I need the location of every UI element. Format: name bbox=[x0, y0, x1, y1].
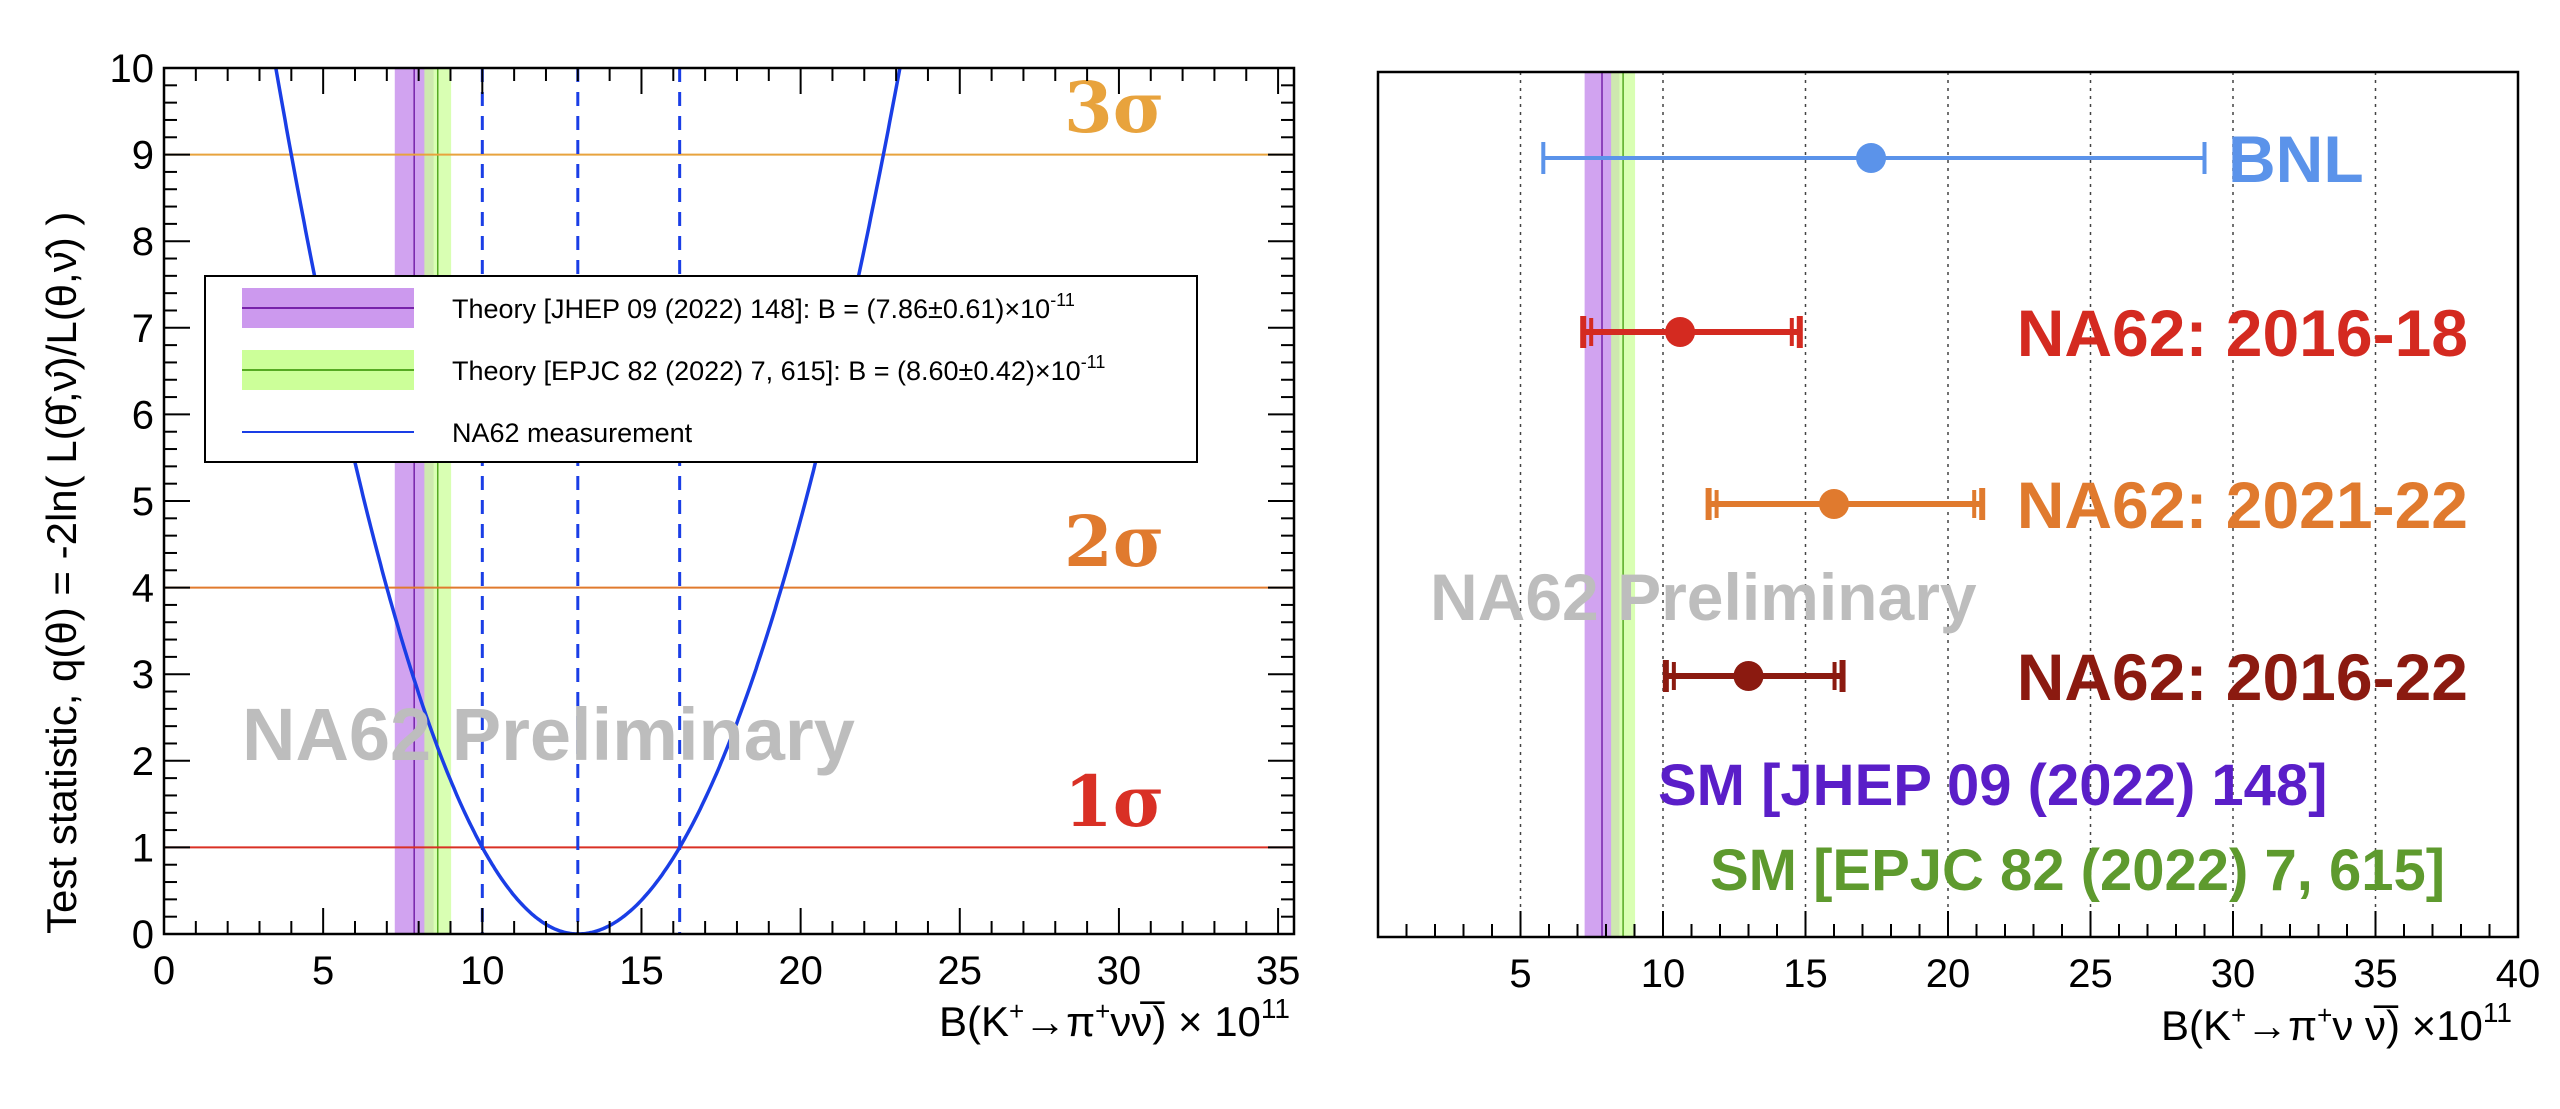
right-x-tick-label: 25 bbox=[2068, 952, 2113, 996]
measurement-label-0: BNL bbox=[2228, 122, 2364, 196]
y-tick-label: 3 bbox=[132, 653, 154, 697]
right-ticks: 5 10 15 20 25 30 35 40 bbox=[1405, 911, 2541, 996]
right-measurement-labels: BNL NA62: 2016-18 NA62: 2021-22 NA62: 2016-… bbox=[2017, 122, 2468, 714]
x-tick-label: 20 bbox=[778, 949, 823, 993]
left-y-axis-title: Test statistic, q(θ) = -2ln( L(θ̂,ν̂)/L(… bbox=[38, 212, 85, 934]
measurement-label-2: NA62: 2021-22 bbox=[2017, 468, 2468, 542]
right-x-tick-label: 40 bbox=[2496, 952, 2541, 996]
x-tick-label: 15 bbox=[619, 949, 664, 993]
y-tick-label: 4 bbox=[132, 567, 154, 611]
right-x-tick-label: 10 bbox=[1641, 952, 1686, 996]
right-chart: NA62 Preliminary BNL NA62: 2016-18 NA62: 2… bbox=[1376, 70, 2541, 1049]
measurement-label-1: NA62: 2016-18 bbox=[2017, 296, 2468, 370]
y-tick-label: 10 bbox=[110, 47, 155, 91]
right-measurements bbox=[1541, 142, 2207, 692]
left-preliminary-watermark: NA62 Preliminary bbox=[242, 693, 855, 776]
y-tick-label: 2 bbox=[132, 740, 154, 784]
x-tick-label: 35 bbox=[1256, 949, 1301, 993]
sigma-label-4: 2σ bbox=[1064, 500, 1164, 583]
left-legend: Theory [JHEP 09 (2022) 148]: B = (7.86±0… bbox=[204, 275, 1198, 463]
y-tick-label: 8 bbox=[132, 220, 154, 264]
legend-label-0: Theory [JHEP 09 (2022) 148]: B = (7.86±0… bbox=[452, 290, 1075, 324]
y-tick-label: 9 bbox=[132, 134, 154, 178]
sm-jhep-label: SM [JHEP 09 (2022) 148] bbox=[1658, 753, 2328, 818]
right-x-tick-label: 35 bbox=[2353, 952, 2398, 996]
left-ticks: 0 5 10 15 20 25 30 35 0 1 2 3 4 5 6 7 8 9 10 bbox=[110, 47, 1301, 993]
left-na62-curve bbox=[274, 68, 902, 934]
x-tick-label: 25 bbox=[938, 949, 983, 993]
y-tick-label: 5 bbox=[132, 480, 154, 524]
x-tick-label: 30 bbox=[1097, 949, 1142, 993]
right-preliminary-watermark: NA62 Preliminary bbox=[1430, 560, 1977, 634]
measurement-point-3 bbox=[1733, 661, 1764, 691]
left-x-axis-title: B(K+→π+νν̅) × 1011 bbox=[939, 993, 1290, 1045]
legend-label-2: NA62 measurement bbox=[452, 418, 693, 448]
right-x-tick-label: 5 bbox=[1509, 952, 1531, 996]
left-plot-frame bbox=[164, 68, 1294, 934]
right-x-axis-title: B(K+→π+ν ν̅) ×1011 bbox=[2161, 997, 2512, 1049]
y-tick-label: 6 bbox=[132, 393, 154, 437]
measurement-point-0 bbox=[1856, 143, 1887, 173]
left-sigma-lines bbox=[164, 153, 1294, 849]
left-theory-bands bbox=[394, 68, 452, 934]
y-tick-label: 7 bbox=[132, 307, 154, 351]
sm-epjc-label: SM [EPJC 82 (2022) 7, 615] bbox=[1710, 838, 2445, 903]
left-dashed-lines bbox=[480, 68, 682, 934]
measurement-point-2 bbox=[1819, 489, 1849, 519]
right-x-tick-label: 15 bbox=[1783, 952, 1828, 996]
y-tick-label: 0 bbox=[132, 913, 154, 957]
y-tick-label: 1 bbox=[132, 826, 154, 870]
right-x-tick-label: 20 bbox=[1926, 952, 1971, 996]
x-tick-label: 0 bbox=[153, 949, 175, 993]
x-tick-label: 10 bbox=[460, 949, 505, 993]
left-sigma-labels: 1σ 2σ 3σ bbox=[1064, 66, 1164, 843]
measurement-label-3: NA62: 2016-22 bbox=[2017, 640, 2468, 714]
right-theory-bands bbox=[1584, 72, 1636, 937]
x-tick-label: 5 bbox=[312, 949, 334, 993]
sigma-label-9: 3σ bbox=[1064, 66, 1164, 149]
legend-label-1: Theory [EPJC 82 (2022) 7, 615]: B = (8.6… bbox=[452, 352, 1105, 386]
sigma-label-1: 1σ bbox=[1064, 760, 1164, 843]
right-x-tick-label: 30 bbox=[2211, 952, 2256, 996]
left-chart: NA62 Preliminary 1σ 2σ 3σ Theory [JHEP 09 … bbox=[38, 47, 1301, 1045]
measurement-point-1 bbox=[1665, 317, 1696, 347]
na62-measurement-curve bbox=[274, 68, 902, 934]
